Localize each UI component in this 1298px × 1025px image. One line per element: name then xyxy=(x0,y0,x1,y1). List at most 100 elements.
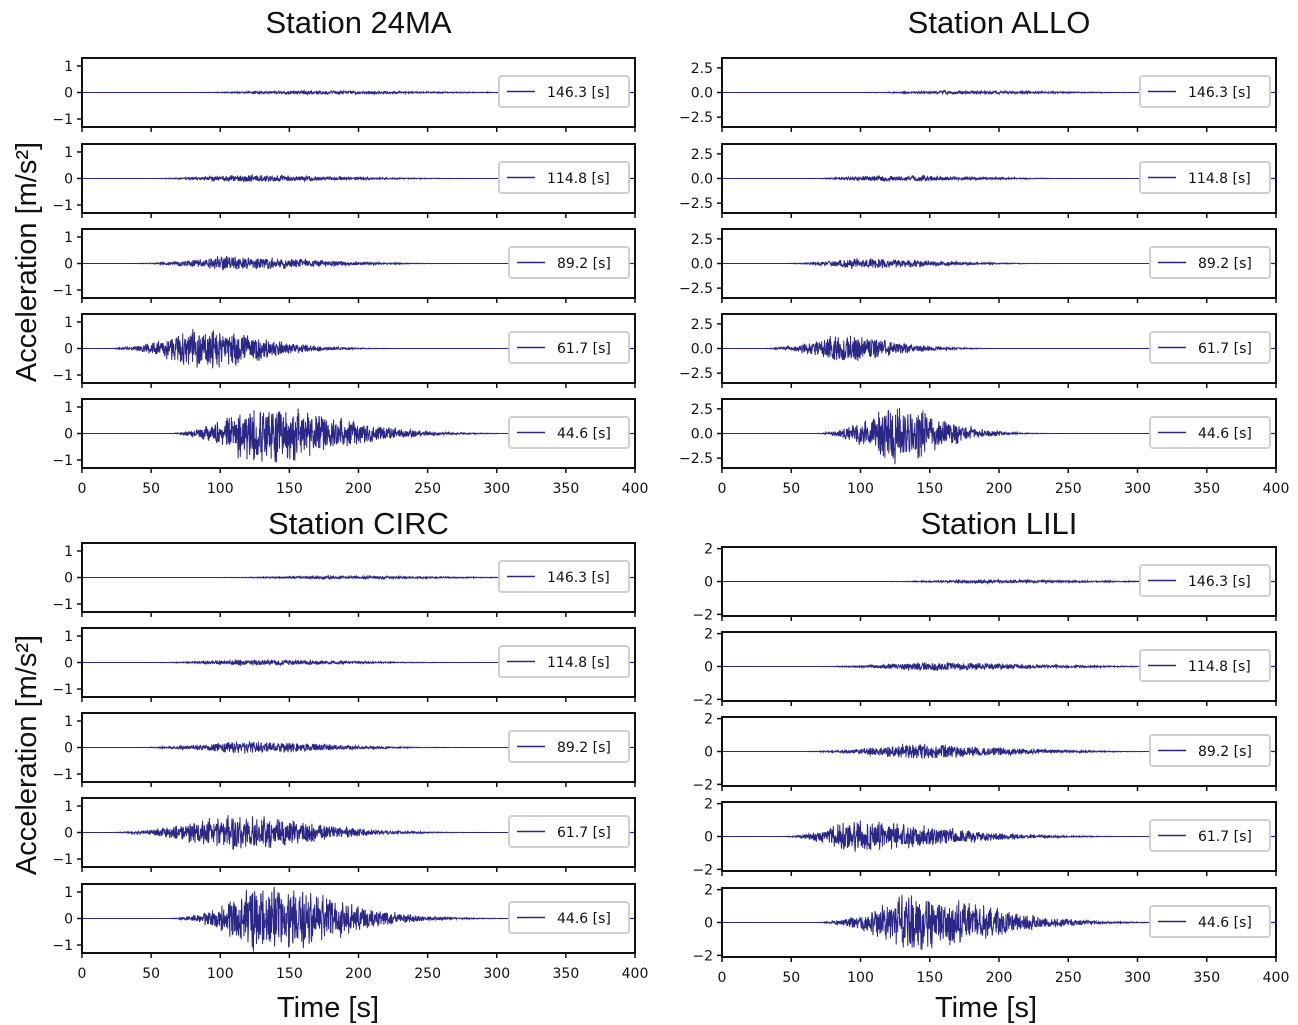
y-tick-label: −1 xyxy=(52,938,73,954)
waveform-line xyxy=(722,258,1152,269)
x-tick-label: 400 xyxy=(1263,481,1290,497)
subplot: 1 0 −1 89.2 [s] xyxy=(52,712,636,787)
station-panel: Station ALLO 2.5 0.0 −2.5 146.3 [s] 2.5 0.0 −2.… xyxy=(679,5,1289,497)
y-tick-label: 2.5 xyxy=(691,317,713,333)
subplot: 1 0 −1 114.8 [s] xyxy=(52,627,636,702)
y-tick-label: 2 xyxy=(704,712,713,728)
y-tick-label: 2.5 xyxy=(691,232,713,248)
waveform-line xyxy=(82,328,511,369)
subplot: 1 0 −1 114.8 [s] xyxy=(52,143,636,218)
y-axis-label-bottom: Acceleration [m/s²] xyxy=(11,635,43,875)
y-tick-label: 0.0 xyxy=(691,342,713,358)
x-tick-label: 150 xyxy=(276,481,303,497)
legend-label: 89.2 [s] xyxy=(1198,256,1252,272)
waveform-line xyxy=(722,820,1152,852)
y-tick-label: 1 xyxy=(64,885,73,901)
waveform-line xyxy=(722,578,1152,586)
y-tick-label: 0 xyxy=(64,86,73,102)
y-tick-label: 0 xyxy=(64,257,73,273)
x-tick-label: 250 xyxy=(1055,970,1082,986)
x-tick-label: 350 xyxy=(1193,970,1220,986)
legend-box xyxy=(1139,564,1271,597)
y-tick-label: 0.0 xyxy=(691,427,713,443)
legend-box xyxy=(1139,649,1271,682)
legend-label: 61.7 [s] xyxy=(557,825,611,841)
legend-box xyxy=(1149,416,1271,449)
y-tick-label: −2.5 xyxy=(679,110,713,126)
y-tick-label: 1 xyxy=(64,714,73,730)
y-tick-label: 0 xyxy=(704,745,713,761)
legend-box xyxy=(1149,331,1271,364)
legend-label: 146.3 [s] xyxy=(547,570,610,586)
x-tick-label: 400 xyxy=(622,966,649,982)
x-tick-label: 150 xyxy=(916,970,943,986)
x-tick-label: 400 xyxy=(622,481,649,497)
y-tick-label: 0 xyxy=(704,916,713,932)
y-tick-label: 2.5 xyxy=(691,147,713,163)
x-tick-label: 300 xyxy=(483,481,510,497)
subplot: 1 0 −1 61.7 [s] xyxy=(52,313,636,388)
waveform-line xyxy=(82,815,511,850)
station-title: Station ALLO xyxy=(908,5,1091,40)
y-tick-label: 1 xyxy=(64,315,73,331)
waveform-line xyxy=(82,173,511,183)
y-axis-label-top: Acceleration [m/s²] xyxy=(11,142,43,382)
y-tick-label: 2.5 xyxy=(691,402,713,418)
legend-box xyxy=(1149,734,1271,767)
y-tick-label: −1 xyxy=(52,453,73,469)
subplot: 2 0 −2 114.8 [s] xyxy=(692,627,1277,708)
subplot: 2.5 0.0 −2.5 146.3 [s] xyxy=(679,57,1277,132)
y-tick-label: −1 xyxy=(52,767,73,783)
y-tick-label: 0 xyxy=(64,427,73,443)
y-tick-label: 1 xyxy=(64,544,73,560)
x-tick-label: 100 xyxy=(207,966,234,982)
y-tick-label: −1 xyxy=(52,198,73,214)
legend-box xyxy=(1149,819,1271,852)
y-tick-label: −2.5 xyxy=(679,281,713,297)
subplot: 2 0 −2 61.7 [s] xyxy=(692,797,1277,878)
x-tick-label: 0 xyxy=(78,481,87,497)
waveform-line xyxy=(722,89,1152,96)
y-tick-label: 0.0 xyxy=(691,172,713,188)
subplot: 1 0 −1 146.3 [s] xyxy=(52,542,636,617)
subplot: 2.5 0.0 −2.5 89.2 [s] xyxy=(679,228,1277,303)
subplot: 2.5 0.0 −2.5 61.7 [s] xyxy=(679,313,1277,388)
station-title: Station CIRC xyxy=(268,506,449,541)
x-tick-label: 300 xyxy=(1124,970,1151,986)
y-tick-label: 2.5 xyxy=(691,61,713,77)
x-tick-label: 50 xyxy=(782,481,800,497)
subplot: 2.5 0.0 −2.5 44.6 [s] 0 50 100 150 200 250 300 350 4… xyxy=(679,398,1290,497)
y-tick-label: −2 xyxy=(692,948,713,964)
station-title: Station 24MA xyxy=(265,5,451,40)
legend-label: 146.3 [s] xyxy=(547,85,610,101)
x-tick-label: 200 xyxy=(345,966,372,982)
waveform-line xyxy=(82,255,511,271)
legend-box xyxy=(498,645,630,678)
x-tick-label: 50 xyxy=(782,970,800,986)
y-tick-label: 0 xyxy=(64,912,73,928)
legend-label: 44.6 [s] xyxy=(1198,426,1252,442)
legend-label: 114.8 [s] xyxy=(547,171,610,187)
x-axis-label-right: Time [s] xyxy=(935,992,1037,1024)
y-tick-label: 2 xyxy=(704,797,713,813)
y-tick-label: 0 xyxy=(64,571,73,587)
waveform-line xyxy=(722,407,1152,465)
legend-label: 44.6 [s] xyxy=(1198,915,1252,931)
y-tick-label: −2 xyxy=(692,862,713,878)
legend-box xyxy=(498,161,630,194)
subplot: 1 0 −1 61.7 [s] xyxy=(52,797,636,872)
x-tick-label: 200 xyxy=(345,481,372,497)
y-tick-label: 0 xyxy=(64,826,73,842)
legend-box xyxy=(508,730,630,763)
y-tick-label: −2 xyxy=(692,777,713,793)
station-title: Station LILI xyxy=(921,506,1078,541)
x-tick-label: 300 xyxy=(483,966,510,982)
legend-box xyxy=(508,246,630,279)
x-tick-label: 350 xyxy=(553,481,580,497)
x-tick-label: 150 xyxy=(916,481,943,497)
subplot: 1 0 −1 146.3 [s] xyxy=(52,57,636,132)
legend-box xyxy=(1139,75,1271,108)
